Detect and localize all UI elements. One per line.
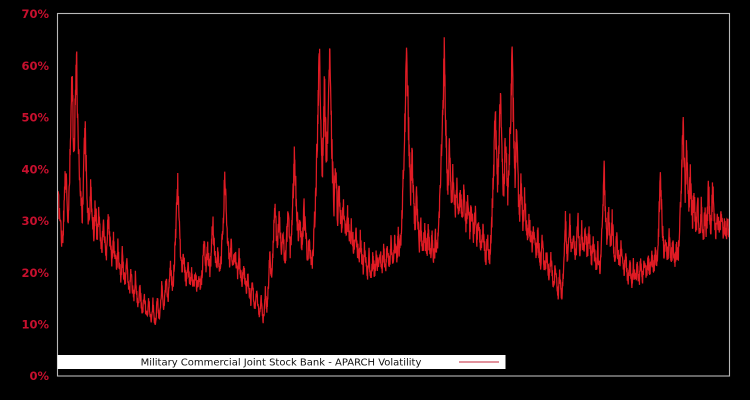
legend-background	[57, 355, 506, 369]
data-series-group	[58, 37, 729, 325]
y-axis-tick-label: 0%	[29, 369, 49, 383]
y-axis-tick-label: 10%	[21, 317, 49, 331]
y-axis-tick-label: 20%	[21, 266, 49, 280]
plot-area-frame	[56, 12, 731, 377]
aparch-volatility-line	[58, 37, 729, 325]
y-axis-tick-label: 70%	[21, 7, 49, 21]
y-axis-tick-label: 50%	[21, 111, 49, 125]
legend-series-label: Military Commercial Joint Stock Bank - A…	[141, 358, 422, 369]
chart-legend: Military Commercial Joint Stock Bank - A…	[57, 355, 506, 369]
y-axis-tick-label: 30%	[21, 214, 49, 228]
y-axis-tick-labels: 0% 10% 20% 30% 40% 50% 60% 70%	[21, 7, 49, 383]
y-axis-tick-label: 40%	[21, 162, 49, 176]
y-axis-tick-label: 60%	[21, 59, 49, 73]
